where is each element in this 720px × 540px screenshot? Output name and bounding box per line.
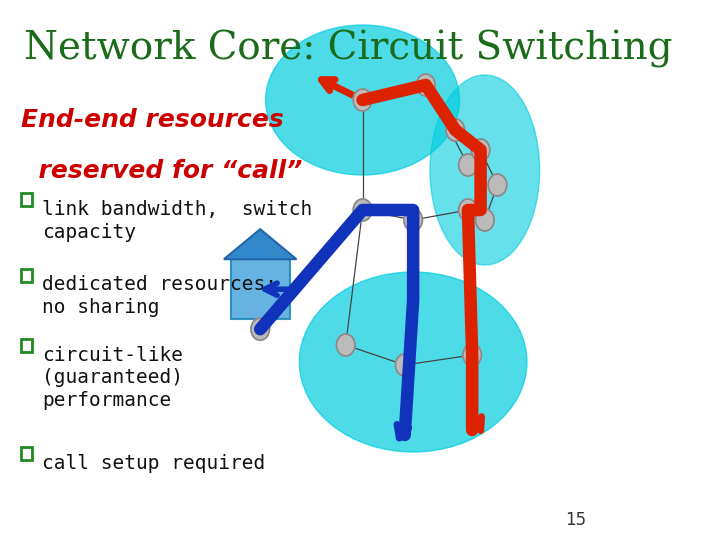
Text: call setup required: call setup required xyxy=(42,454,266,472)
FancyBboxPatch shape xyxy=(230,259,289,319)
Ellipse shape xyxy=(266,25,459,175)
Circle shape xyxy=(459,154,477,176)
Circle shape xyxy=(446,119,464,141)
Circle shape xyxy=(488,174,507,196)
Ellipse shape xyxy=(300,272,527,452)
Circle shape xyxy=(336,334,355,356)
Circle shape xyxy=(354,199,372,221)
FancyBboxPatch shape xyxy=(22,339,32,352)
Text: dedicated resources:
no sharing: dedicated resources: no sharing xyxy=(42,275,277,317)
Text: circuit-like
(guaranteed)
performance: circuit-like (guaranteed) performance xyxy=(42,346,184,410)
Circle shape xyxy=(475,209,494,231)
Circle shape xyxy=(472,139,490,161)
Circle shape xyxy=(459,199,477,221)
Text: link bandwidth,  switch
capacity: link bandwidth, switch capacity xyxy=(42,200,312,241)
FancyBboxPatch shape xyxy=(22,193,32,206)
Circle shape xyxy=(404,209,423,231)
Text: 15: 15 xyxy=(564,511,586,529)
Circle shape xyxy=(416,74,435,96)
FancyBboxPatch shape xyxy=(22,269,32,282)
Text: reserved for “call”: reserved for “call” xyxy=(22,159,302,183)
Text: End-end resources: End-end resources xyxy=(22,108,284,132)
Circle shape xyxy=(395,354,414,376)
Ellipse shape xyxy=(430,75,539,265)
Circle shape xyxy=(463,344,482,366)
Polygon shape xyxy=(224,229,297,259)
FancyBboxPatch shape xyxy=(22,447,32,460)
Circle shape xyxy=(354,89,372,111)
Text: Network Core: Circuit Switching: Network Core: Circuit Switching xyxy=(24,30,673,68)
Circle shape xyxy=(251,318,269,340)
